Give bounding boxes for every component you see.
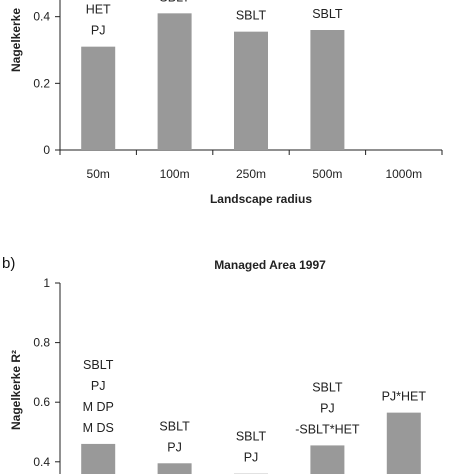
bar-annotation: -DEC bbox=[236, 0, 267, 2]
bar-annotation: PJ bbox=[91, 24, 106, 38]
bar-annotation: M DP bbox=[83, 400, 114, 414]
y-axis-label: Nagelkerke R² bbox=[9, 350, 23, 430]
bar-annotation: M DS bbox=[83, 421, 114, 435]
bar-annotation: PJ bbox=[167, 440, 182, 454]
y-tick-label: 0.2 bbox=[33, 76, 50, 90]
bar-annotation: PJ bbox=[91, 379, 106, 393]
bar-annotation: HET bbox=[86, 3, 111, 17]
x-tick-label: 50m bbox=[87, 167, 110, 181]
bar-annotation: SBLT bbox=[236, 9, 267, 23]
bar bbox=[310, 445, 345, 474]
bar-annotation: SBLT bbox=[312, 7, 343, 21]
y-tick-label: 1 bbox=[43, 276, 50, 290]
bar-annotation: SBLT bbox=[83, 358, 114, 372]
bar-annotation: SBLT bbox=[236, 430, 267, 444]
bar-annotation: PJ*HET bbox=[382, 390, 427, 404]
x-tick-label: 250m bbox=[236, 167, 266, 181]
y-tick-label: 0.4 bbox=[33, 10, 50, 24]
x-tick-label: 500m bbox=[312, 167, 342, 181]
y-tick-label: 0.6 bbox=[33, 395, 50, 409]
x-axis-label: Landscape radius bbox=[210, 192, 312, 206]
bar-annotation: SBLT bbox=[159, 419, 190, 433]
y-tick-label: 0.8 bbox=[33, 336, 50, 350]
y-tick-label: 0 bbox=[43, 143, 50, 157]
chart-title: Managed Area 1997 bbox=[214, 258, 326, 272]
bar bbox=[234, 31, 268, 151]
x-tick-label: 1000m bbox=[385, 167, 422, 181]
bar bbox=[81, 443, 116, 474]
bar-annotation: SBLT bbox=[312, 380, 343, 394]
bar bbox=[157, 463, 192, 474]
bar bbox=[81, 46, 116, 150]
y-axis-label: Nagelkerke bbox=[9, 8, 23, 72]
bar bbox=[386, 412, 421, 474]
bar-annotation: -SBLT*HET bbox=[295, 422, 360, 436]
x-tick-label: 100m bbox=[160, 167, 190, 181]
bar-annotation: PJ bbox=[320, 401, 335, 415]
y-tick-label: 0.4 bbox=[33, 455, 50, 469]
panel-a-chart: 00.20.4HETPJ50mDEC*HETSBLT100m-DECSBLT25… bbox=[9, 0, 443, 206]
bar-annotation: PJ bbox=[244, 451, 259, 465]
panel-label: b) bbox=[2, 255, 15, 272]
bar bbox=[157, 13, 192, 151]
bar bbox=[310, 30, 345, 150]
panel-b-chart: 0.4 0.6 0.8 1 SBLT PJ M DP M DS SBLT PJ SBLT PJ SBLT… bbox=[2, 255, 426, 474]
bar-annotation: SBLT bbox=[159, 0, 190, 4]
